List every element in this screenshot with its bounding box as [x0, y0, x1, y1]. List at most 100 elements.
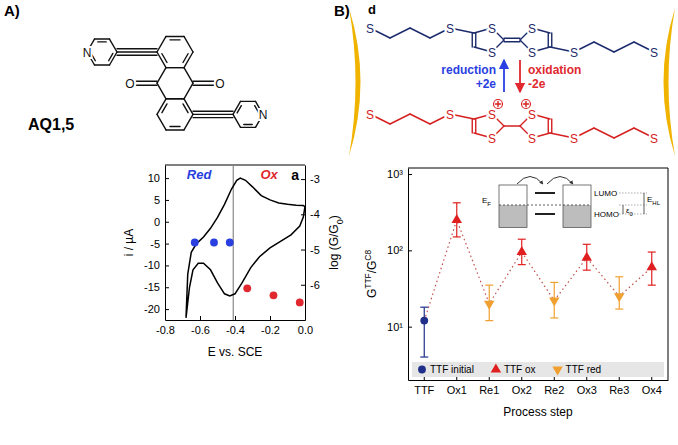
data-point: [581, 252, 592, 261]
legend-marker: [491, 363, 502, 372]
error-cap: [518, 239, 526, 240]
inset-electrode-filled: [499, 205, 527, 227]
charge: [522, 100, 531, 109]
plot-area: [186, 165, 305, 320]
y2-axis: -3-4-5-6: [301, 166, 320, 321]
bond: [551, 119, 552, 133]
tick: 10²: [387, 244, 412, 256]
inset-guide: [619, 193, 647, 194]
bond: [157, 36, 166, 52]
tick: Ox2: [512, 376, 532, 396]
error-cap: [583, 244, 591, 245]
tick-label: 10²: [387, 244, 403, 256]
bond: [166, 98, 184, 99]
atom-label: S: [570, 132, 578, 146]
error-cap: [485, 320, 493, 321]
data-point: [549, 297, 560, 306]
tick: 0: [154, 216, 169, 228]
legend-label: TTF ox: [504, 364, 536, 375]
bond: [233, 114, 241, 127]
tick-mark: [408, 250, 412, 251]
tick: -0.6: [191, 316, 210, 336]
inset-tunnel-arrow: [547, 177, 573, 185]
bond: [183, 54, 188, 63]
tick: -10: [144, 259, 169, 271]
error-bar: [424, 307, 425, 357]
x-axis-title: Process step: [503, 405, 573, 419]
bond: [184, 68, 193, 84]
x-axis: -0.8-0.6-0.4-0.20.0: [156, 316, 313, 336]
data-point: [646, 261, 657, 270]
bond: [162, 104, 167, 113]
axis-line: [166, 320, 306, 321]
tick-mark: [165, 200, 169, 201]
bond: [166, 36, 184, 37]
bond: [193, 114, 233, 115]
data-point: [516, 246, 527, 255]
tick-label: TTF: [414, 384, 434, 396]
inset-tunnel-arrow: [517, 177, 543, 185]
tick: -3: [301, 173, 320, 185]
tick: 5: [154, 194, 169, 206]
tick-mark: [165, 178, 169, 179]
bond: [184, 99, 193, 115]
tick-label: -20: [144, 303, 160, 315]
bond: [548, 119, 549, 133]
atom-label: S: [488, 46, 496, 60]
atom-label: S: [446, 22, 454, 36]
tick-label: 0.0: [298, 324, 313, 336]
legend-marker: [552, 366, 563, 375]
data-point: [451, 214, 462, 223]
bond: [184, 114, 193, 130]
tick-label: -4: [310, 208, 320, 220]
scheme-letter: d: [368, 2, 376, 17]
bond: [95, 38, 110, 39]
tick-mark: [270, 316, 271, 320]
annotation: Red: [187, 167, 213, 182]
tick-label: Re1: [479, 384, 499, 396]
tick: TTF: [414, 376, 434, 396]
atom-label: S: [528, 132, 536, 146]
charge: [494, 100, 503, 109]
tick-label: 10¹: [387, 321, 403, 333]
data-point: [420, 317, 428, 325]
y-axis-title: i / µA: [122, 229, 136, 257]
tick-mark: [165, 244, 169, 245]
y-axis-title: GTTF/GC8: [363, 250, 379, 298]
tick: 10³: [387, 168, 412, 180]
bond: [472, 33, 473, 47]
legend: TTF initialTTF oxTTF red: [412, 362, 664, 377]
arrow: [519, 60, 521, 92]
bond: [166, 98, 184, 99]
tick: -0.2: [261, 316, 280, 336]
bond: [614, 128, 634, 138]
data-point: [243, 284, 251, 292]
error-cap: [648, 285, 656, 286]
inset-label: ε0: [626, 206, 634, 217]
data-point: [296, 298, 304, 306]
bond: [244, 124, 252, 125]
error-cap: [453, 202, 461, 203]
frame-top: [408, 168, 668, 169]
bond: [184, 36, 193, 52]
bond: [193, 84, 214, 85]
error-cap: [583, 270, 591, 271]
bond: [117, 51, 157, 52]
bond: [504, 125, 520, 126]
bond: [551, 33, 552, 47]
tick: Ox4: [642, 376, 662, 396]
bond: [109, 53, 113, 60]
legend-label: TTF red: [566, 364, 602, 375]
error-cap: [615, 308, 623, 309]
bond: [157, 52, 166, 68]
tick-mark: [165, 309, 169, 310]
bond: [166, 67, 184, 68]
tick-label: 0: [154, 216, 160, 228]
scheme-label: reduction: [441, 63, 496, 77]
panel-letter: B): [334, 2, 350, 19]
tick-label: 10³: [387, 168, 403, 180]
atom-label: O: [125, 77, 134, 91]
molecule-neutral: SSSSSSSS: [366, 22, 658, 60]
axis-line: [165, 166, 166, 321]
bond: [193, 110, 233, 111]
